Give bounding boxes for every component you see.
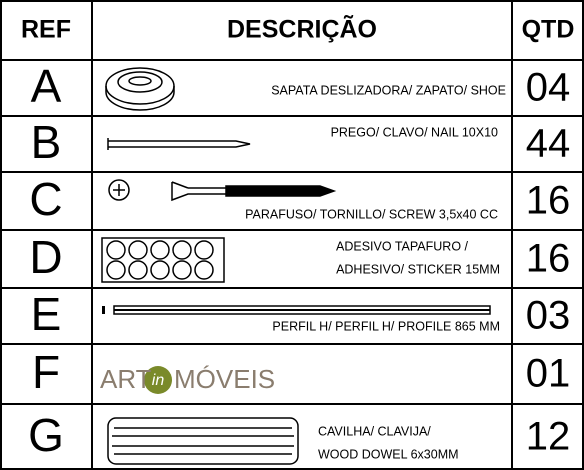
- description: CAVILHA/ CLAVIJA/: [318, 424, 431, 438]
- header-description: DESCRIÇÃO: [227, 14, 377, 44]
- shoe-icon: [105, 67, 175, 111]
- ref-letter: E: [31, 288, 62, 340]
- description: PARAFUSO/ TORNILLO/ SCREW 3,5x40 CC: [245, 207, 498, 221]
- description: WOOD DOWEL 6x30MM: [318, 447, 459, 461]
- logo-moveis: MÓVEIS: [174, 364, 275, 394]
- nail-icon: [107, 138, 251, 150]
- quantity: 16: [526, 179, 571, 223]
- logo: ART in MÓVEIS: [100, 364, 275, 394]
- quantity: 12: [526, 415, 571, 459]
- quantity: 44: [526, 122, 571, 166]
- description: PERFIL H/ PERFIL H/ PROFILE 865 MM: [272, 319, 500, 333]
- quantity: 03: [526, 294, 571, 338]
- dowel-icon: [107, 417, 299, 465]
- ref-letter: B: [31, 116, 62, 168]
- profile-icon: [102, 305, 491, 315]
- description: ADHESIVO/ STICKER 15MM: [336, 262, 500, 276]
- ref-letter: D: [29, 231, 62, 283]
- quantity: 01: [526, 352, 571, 396]
- screw-icon: [108, 179, 337, 202]
- header-ref: REF: [21, 16, 71, 44]
- description: PREGO/ CLAVO/ NAIL 10X10: [331, 125, 498, 139]
- header-qty: QTD: [522, 16, 575, 44]
- ref-letter: C: [29, 173, 62, 225]
- quantity: 04: [526, 66, 571, 110]
- logo-art: ART: [100, 364, 152, 394]
- ref-letter: G: [28, 409, 64, 461]
- description: ADESIVO TAPAFURO /: [336, 239, 468, 253]
- quantity: 16: [526, 237, 571, 281]
- sticker-icon: [101, 237, 225, 283]
- description: SAPATA DESLIZADORA/ ZAPATO/ SHOE: [271, 83, 506, 97]
- ref-letter: A: [31, 60, 62, 112]
- logo-in: in: [152, 372, 165, 389]
- ref-letter: F: [32, 346, 60, 398]
